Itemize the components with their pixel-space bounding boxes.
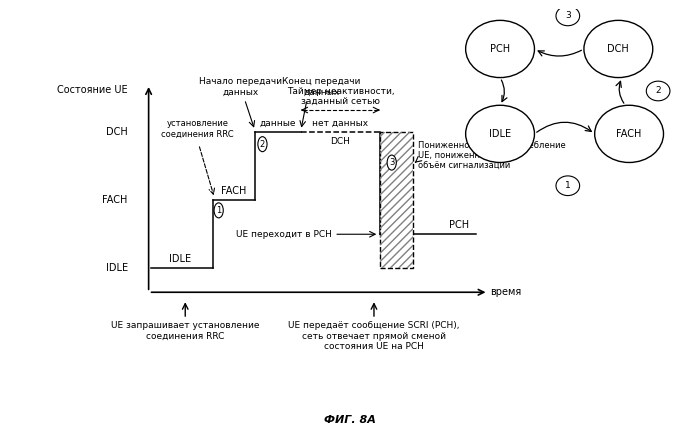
Text: FACH: FACH	[617, 129, 642, 139]
Circle shape	[466, 21, 535, 78]
Circle shape	[387, 155, 396, 170]
Text: 2: 2	[260, 140, 265, 149]
Text: 3: 3	[565, 11, 570, 21]
Text: данные: данные	[259, 119, 296, 128]
Text: 3: 3	[389, 158, 394, 167]
Text: DCH: DCH	[331, 137, 350, 146]
Text: IDLE: IDLE	[106, 264, 128, 274]
Text: IDLE: IDLE	[169, 254, 191, 264]
Text: ФИГ. 8А: ФИГ. 8А	[324, 415, 375, 424]
Circle shape	[595, 105, 663, 163]
Text: 2: 2	[656, 87, 661, 95]
Text: время: время	[491, 287, 521, 297]
Text: DCH: DCH	[106, 127, 128, 137]
Text: Начало передачи
данных: Начало передачи данных	[199, 77, 282, 97]
Text: Конец передачи
данных: Конец передачи данных	[282, 77, 361, 97]
Text: FACH: FACH	[103, 195, 128, 205]
Text: Пониженное энергопотребление
UE, пониженный
объём сигнализации: Пониженное энергопотребление UE, понижен…	[419, 141, 566, 171]
Text: UE запрашивает установление
соединения RRC: UE запрашивает установление соединения R…	[111, 321, 259, 340]
Circle shape	[466, 105, 535, 163]
Text: UE переходит в РСН: UE переходит в РСН	[236, 230, 332, 239]
Circle shape	[556, 176, 579, 196]
Text: DCH: DCH	[607, 44, 629, 54]
Text: FACH: FACH	[222, 186, 247, 196]
Text: нет данных: нет данных	[312, 119, 368, 128]
Circle shape	[556, 6, 579, 26]
Circle shape	[584, 21, 653, 78]
Text: 1: 1	[216, 206, 222, 215]
Circle shape	[258, 137, 267, 152]
Text: Таймер неактивности,
заданный сетью: Таймер неактивности, заданный сетью	[287, 87, 394, 106]
Text: РСН: РСН	[449, 220, 469, 230]
Text: Состояние UE: Состояние UE	[57, 86, 128, 95]
Text: IDLE: IDLE	[489, 129, 511, 139]
Bar	[380, 132, 413, 268]
Bar	[380, 132, 413, 268]
Text: UE передаёт сообщение SCRI (РСН),
сеть отвечает прямой сменой
состояния UE на РС: UE передаёт сообщение SCRI (РСН), сеть о…	[288, 321, 460, 351]
Circle shape	[214, 203, 223, 218]
Text: 1: 1	[565, 181, 570, 190]
Text: установление
соединения RRC: установление соединения RRC	[161, 119, 233, 139]
Circle shape	[647, 81, 670, 101]
Text: PCH: PCH	[490, 44, 510, 54]
